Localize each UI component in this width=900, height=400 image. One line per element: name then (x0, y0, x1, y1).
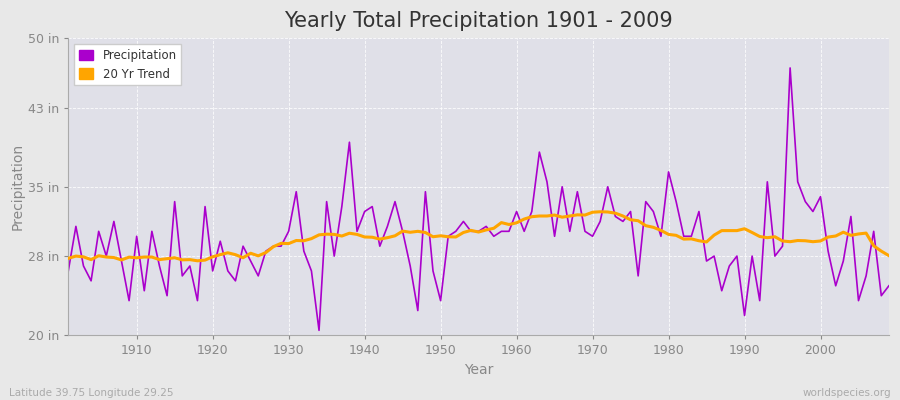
20 Yr Trend (518, 217, 529, 222)
20 Yr Trend (63, 256, 74, 261)
Precipitation (610, 214, 621, 219)
X-axis label: Year: Year (464, 363, 493, 377)
20 Yr Trend (299, 238, 310, 243)
Title: Yearly Total Precipitation 1901 - 2009: Yearly Total Precipitation 1901 - 2009 (284, 11, 673, 31)
Precipitation (518, 229, 529, 234)
Precipitation (785, 66, 796, 70)
Y-axis label: Precipitation: Precipitation (11, 143, 25, 230)
Precipitation (123, 298, 134, 303)
Legend: Precipitation, 20 Yr Trend: Precipitation, 20 Yr Trend (74, 44, 182, 86)
Precipitation (344, 140, 355, 145)
Text: Latitude 39.75 Longitude 29.25: Latitude 39.75 Longitude 29.25 (9, 388, 174, 398)
20 Yr Trend (595, 209, 606, 214)
Line: 20 Yr Trend: 20 Yr Trend (68, 212, 889, 261)
Line: Precipitation: Precipitation (68, 68, 889, 330)
20 Yr Trend (511, 220, 522, 225)
Text: worldspecies.org: worldspecies.org (803, 388, 891, 398)
20 Yr Trend (344, 231, 355, 236)
20 Yr Trend (617, 214, 628, 218)
Precipitation (884, 283, 895, 288)
Precipitation (291, 189, 302, 194)
20 Yr Trend (192, 258, 202, 263)
Precipitation (511, 209, 522, 214)
20 Yr Trend (123, 255, 134, 260)
Precipitation (63, 268, 74, 273)
20 Yr Trend (884, 253, 895, 258)
Precipitation (313, 328, 324, 333)
